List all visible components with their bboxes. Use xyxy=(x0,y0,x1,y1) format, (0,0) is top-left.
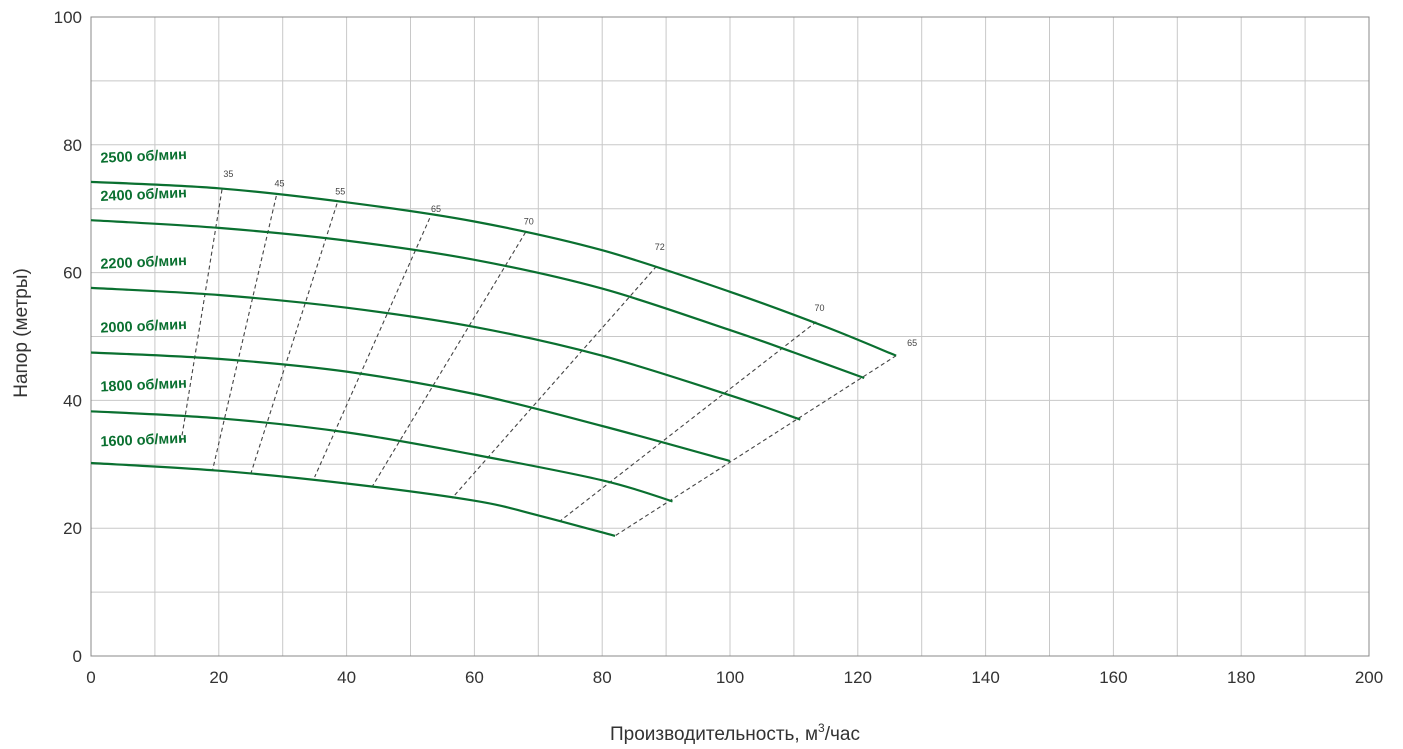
y-tick-label: 100 xyxy=(54,8,82,27)
y-tick-label: 80 xyxy=(63,136,82,155)
grid xyxy=(90,16,1370,657)
x-axis-title-main: Производительность, м xyxy=(610,724,818,745)
x-tick-label: 160 xyxy=(1099,668,1127,687)
speed-curve-label: 1800 об/мин xyxy=(100,376,187,396)
efficiency-line xyxy=(451,265,657,499)
y-axis-title: Напор (метры) xyxy=(11,268,32,398)
x-tick-label: 80 xyxy=(593,668,612,687)
efficiency-line xyxy=(314,218,431,478)
x-tick-label: 200 xyxy=(1355,668,1383,687)
efficiency-lines: 35 45 55 65 70 72 70 65 xyxy=(179,169,917,537)
x-tick-label: 0 xyxy=(86,668,95,687)
efficiency-line xyxy=(560,321,817,521)
efficiency-label: 70 xyxy=(814,303,824,313)
y-tick-label: 60 xyxy=(63,264,82,283)
x-axis-title-superscript: 3 xyxy=(818,721,825,735)
x-tick-label: 180 xyxy=(1227,668,1255,687)
speed-curve xyxy=(90,461,616,537)
efficiency-label: 65 xyxy=(431,204,441,214)
axis-ticks: 0 20 40 60 80 100 120 140 160 180 200 0 20 40 60 80 100 xyxy=(54,8,1384,687)
x-tick-label: 120 xyxy=(844,668,872,687)
speed-curve xyxy=(90,410,673,503)
efficiency-label: 70 xyxy=(524,217,534,227)
speed-curve-label: 2000 об/мин xyxy=(100,317,187,337)
curve-labels: 2500 об/мин 2400 об/мин 2200 об/мин 2000 об… xyxy=(100,147,187,450)
x-axis-title: Производительность, м3/час xyxy=(610,721,860,745)
speed-curves xyxy=(90,180,897,537)
x-tick-label: 20 xyxy=(209,668,228,687)
speed-curve-label: 1600 об/мин xyxy=(100,431,187,451)
speed-curve xyxy=(90,351,731,463)
efficiency-label: 72 xyxy=(655,242,665,252)
efficiency-line xyxy=(371,232,526,487)
speed-curve-label: 2500 об/мин xyxy=(100,147,187,167)
x-tick-label: 60 xyxy=(465,668,484,687)
speed-curve xyxy=(90,180,897,357)
speed-curve xyxy=(90,286,801,421)
efficiency-label: 45 xyxy=(274,178,284,188)
efficiency-label: 35 xyxy=(223,169,233,179)
efficiency-label: 55 xyxy=(335,187,345,197)
x-tick-label: 40 xyxy=(337,668,356,687)
plot-frame xyxy=(90,16,1370,657)
y-tick-label: 20 xyxy=(63,519,82,538)
x-tick-label: 140 xyxy=(971,668,999,687)
efficiency-line xyxy=(250,203,338,475)
y-tick-label: 40 xyxy=(63,391,82,410)
speed-curve-label: 2200 об/мин xyxy=(100,253,187,273)
efficiency-line xyxy=(179,189,223,446)
efficiency-label: 65 xyxy=(907,338,917,348)
speed-curve-label: 2400 об/мин xyxy=(100,185,187,205)
x-tick-label: 100 xyxy=(716,668,744,687)
speed-curve xyxy=(90,219,865,380)
x-axis-title-tail: /час xyxy=(825,724,860,745)
efficiency-line xyxy=(211,195,277,471)
y-tick-label: 0 xyxy=(73,647,82,666)
